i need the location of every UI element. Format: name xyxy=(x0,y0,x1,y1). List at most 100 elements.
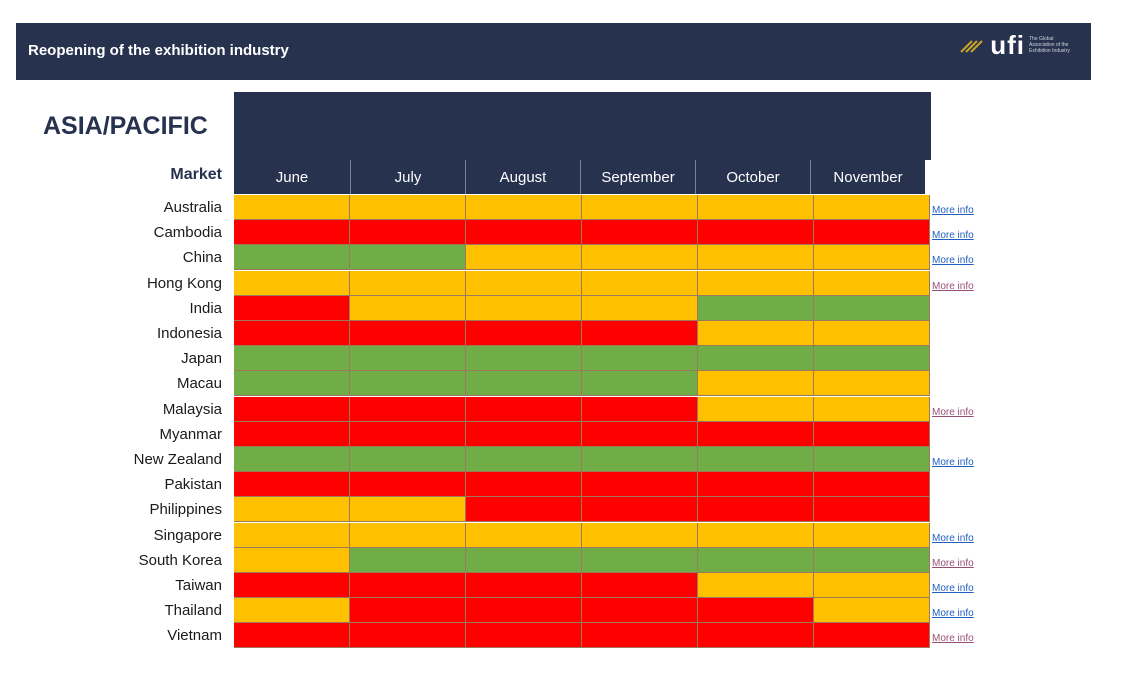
market-name: Macau xyxy=(176,375,222,393)
status-cell-amber xyxy=(466,245,582,271)
more-info-link[interactable]: More info xyxy=(932,633,974,645)
status-cell-amber xyxy=(350,270,466,296)
status-cells xyxy=(234,321,930,346)
status-cell-red xyxy=(698,598,814,624)
status-cell-green xyxy=(582,346,698,372)
table-row: Cambodia More info xyxy=(0,220,1124,246)
status-cell-amber xyxy=(698,245,814,271)
status-cell-red xyxy=(582,472,698,498)
status-cell-red xyxy=(814,220,930,246)
market-name: Malaysia xyxy=(162,400,222,418)
status-cell-green xyxy=(582,547,698,573)
status-cell-red xyxy=(814,421,930,447)
status-cell-green xyxy=(698,346,814,372)
market-column-header: Market xyxy=(170,166,222,183)
status-cell-amber xyxy=(466,270,582,296)
table-row: Myanmar xyxy=(0,421,1124,447)
status-cell-amber xyxy=(814,321,930,346)
more-info-link[interactable]: More info xyxy=(932,205,974,216)
table-row: Japan xyxy=(0,346,1124,372)
status-cells xyxy=(234,623,930,649)
status-cell-green xyxy=(814,547,930,573)
more-info-link[interactable]: More info xyxy=(932,532,974,544)
market-name: Vietnam xyxy=(167,627,222,645)
status-cell-green xyxy=(234,346,350,372)
market-name: Australia xyxy=(163,199,222,216)
market-name: Pakistan xyxy=(164,476,222,494)
status-cell-red xyxy=(582,598,698,624)
status-cell-green xyxy=(698,295,814,321)
month-header: August xyxy=(465,160,580,194)
status-cell-red xyxy=(582,421,698,447)
market-name: Singapore xyxy=(153,526,222,544)
status-cell-red xyxy=(350,623,466,649)
status-cell-red xyxy=(466,623,582,649)
more-info-link[interactable]: More info xyxy=(932,457,974,468)
market-name: Thailand xyxy=(164,602,222,620)
status-cell-red xyxy=(234,396,350,422)
more-info-link[interactable]: More info xyxy=(932,583,974,594)
status-cell-amber xyxy=(234,598,350,624)
status-cells xyxy=(234,598,930,624)
more-info-link[interactable]: More info xyxy=(932,230,974,242)
status-cells xyxy=(234,270,930,296)
status-cell-red xyxy=(698,497,814,523)
status-cell-red xyxy=(350,220,466,246)
status-cell-red xyxy=(582,573,698,598)
status-cell-amber xyxy=(234,195,350,220)
status-cell-red xyxy=(814,472,930,498)
month-header-row: June July August September October November xyxy=(234,160,925,194)
more-info-link[interactable]: More info xyxy=(932,255,974,267)
status-cells xyxy=(234,447,930,472)
status-cells xyxy=(234,522,930,548)
status-cell-green xyxy=(350,447,466,472)
swoosh-icon xyxy=(960,40,983,53)
status-cells xyxy=(234,295,930,321)
status-cell-red xyxy=(466,573,582,598)
status-cell-green xyxy=(234,447,350,472)
more-info-link[interactable]: More info xyxy=(932,608,974,620)
status-cell-red xyxy=(582,220,698,246)
status-cell-red xyxy=(234,573,350,598)
market-name: Cambodia xyxy=(153,224,222,242)
status-cell-green xyxy=(582,447,698,472)
table-header-block xyxy=(234,92,931,160)
status-cell-amber xyxy=(234,522,350,548)
status-cell-green xyxy=(814,447,930,472)
more-info-link[interactable]: More info xyxy=(932,280,974,292)
table-row: Malaysia More info xyxy=(0,396,1124,422)
table-row: Philippines xyxy=(0,497,1124,523)
more-info-link[interactable]: More info xyxy=(932,557,974,569)
status-cell-red xyxy=(350,598,466,624)
status-cell-red xyxy=(582,497,698,523)
status-cell-amber xyxy=(466,522,582,548)
status-cell-green xyxy=(814,295,930,321)
status-cell-red xyxy=(234,421,350,447)
status-cells xyxy=(234,220,930,246)
status-cell-green xyxy=(350,371,466,397)
status-cell-red xyxy=(582,396,698,422)
logo-tagline-line: Exhibition Industry xyxy=(1029,48,1070,54)
status-cell-green xyxy=(698,547,814,573)
market-name: New Zealand xyxy=(133,451,222,468)
status-cell-amber xyxy=(814,270,930,296)
table-row: China More info xyxy=(0,245,1124,271)
market-name: Myanmar xyxy=(159,425,222,443)
status-cell-red xyxy=(466,598,582,624)
status-cell-red xyxy=(350,472,466,498)
status-cell-red xyxy=(466,472,582,498)
status-cells xyxy=(234,371,930,397)
status-cell-red xyxy=(466,421,582,447)
status-cell-amber xyxy=(234,547,350,573)
status-cell-amber xyxy=(582,195,698,220)
status-cell-green xyxy=(350,346,466,372)
status-cell-red xyxy=(466,396,582,422)
status-cell-amber xyxy=(814,245,930,271)
more-info-link[interactable]: More info xyxy=(932,406,974,418)
status-cell-amber xyxy=(466,195,582,220)
status-cell-red xyxy=(698,220,814,246)
table-row: Pakistan xyxy=(0,472,1124,498)
month-header: October xyxy=(695,160,810,194)
status-cell-amber xyxy=(698,321,814,346)
market-name: Hong Kong xyxy=(146,274,222,292)
